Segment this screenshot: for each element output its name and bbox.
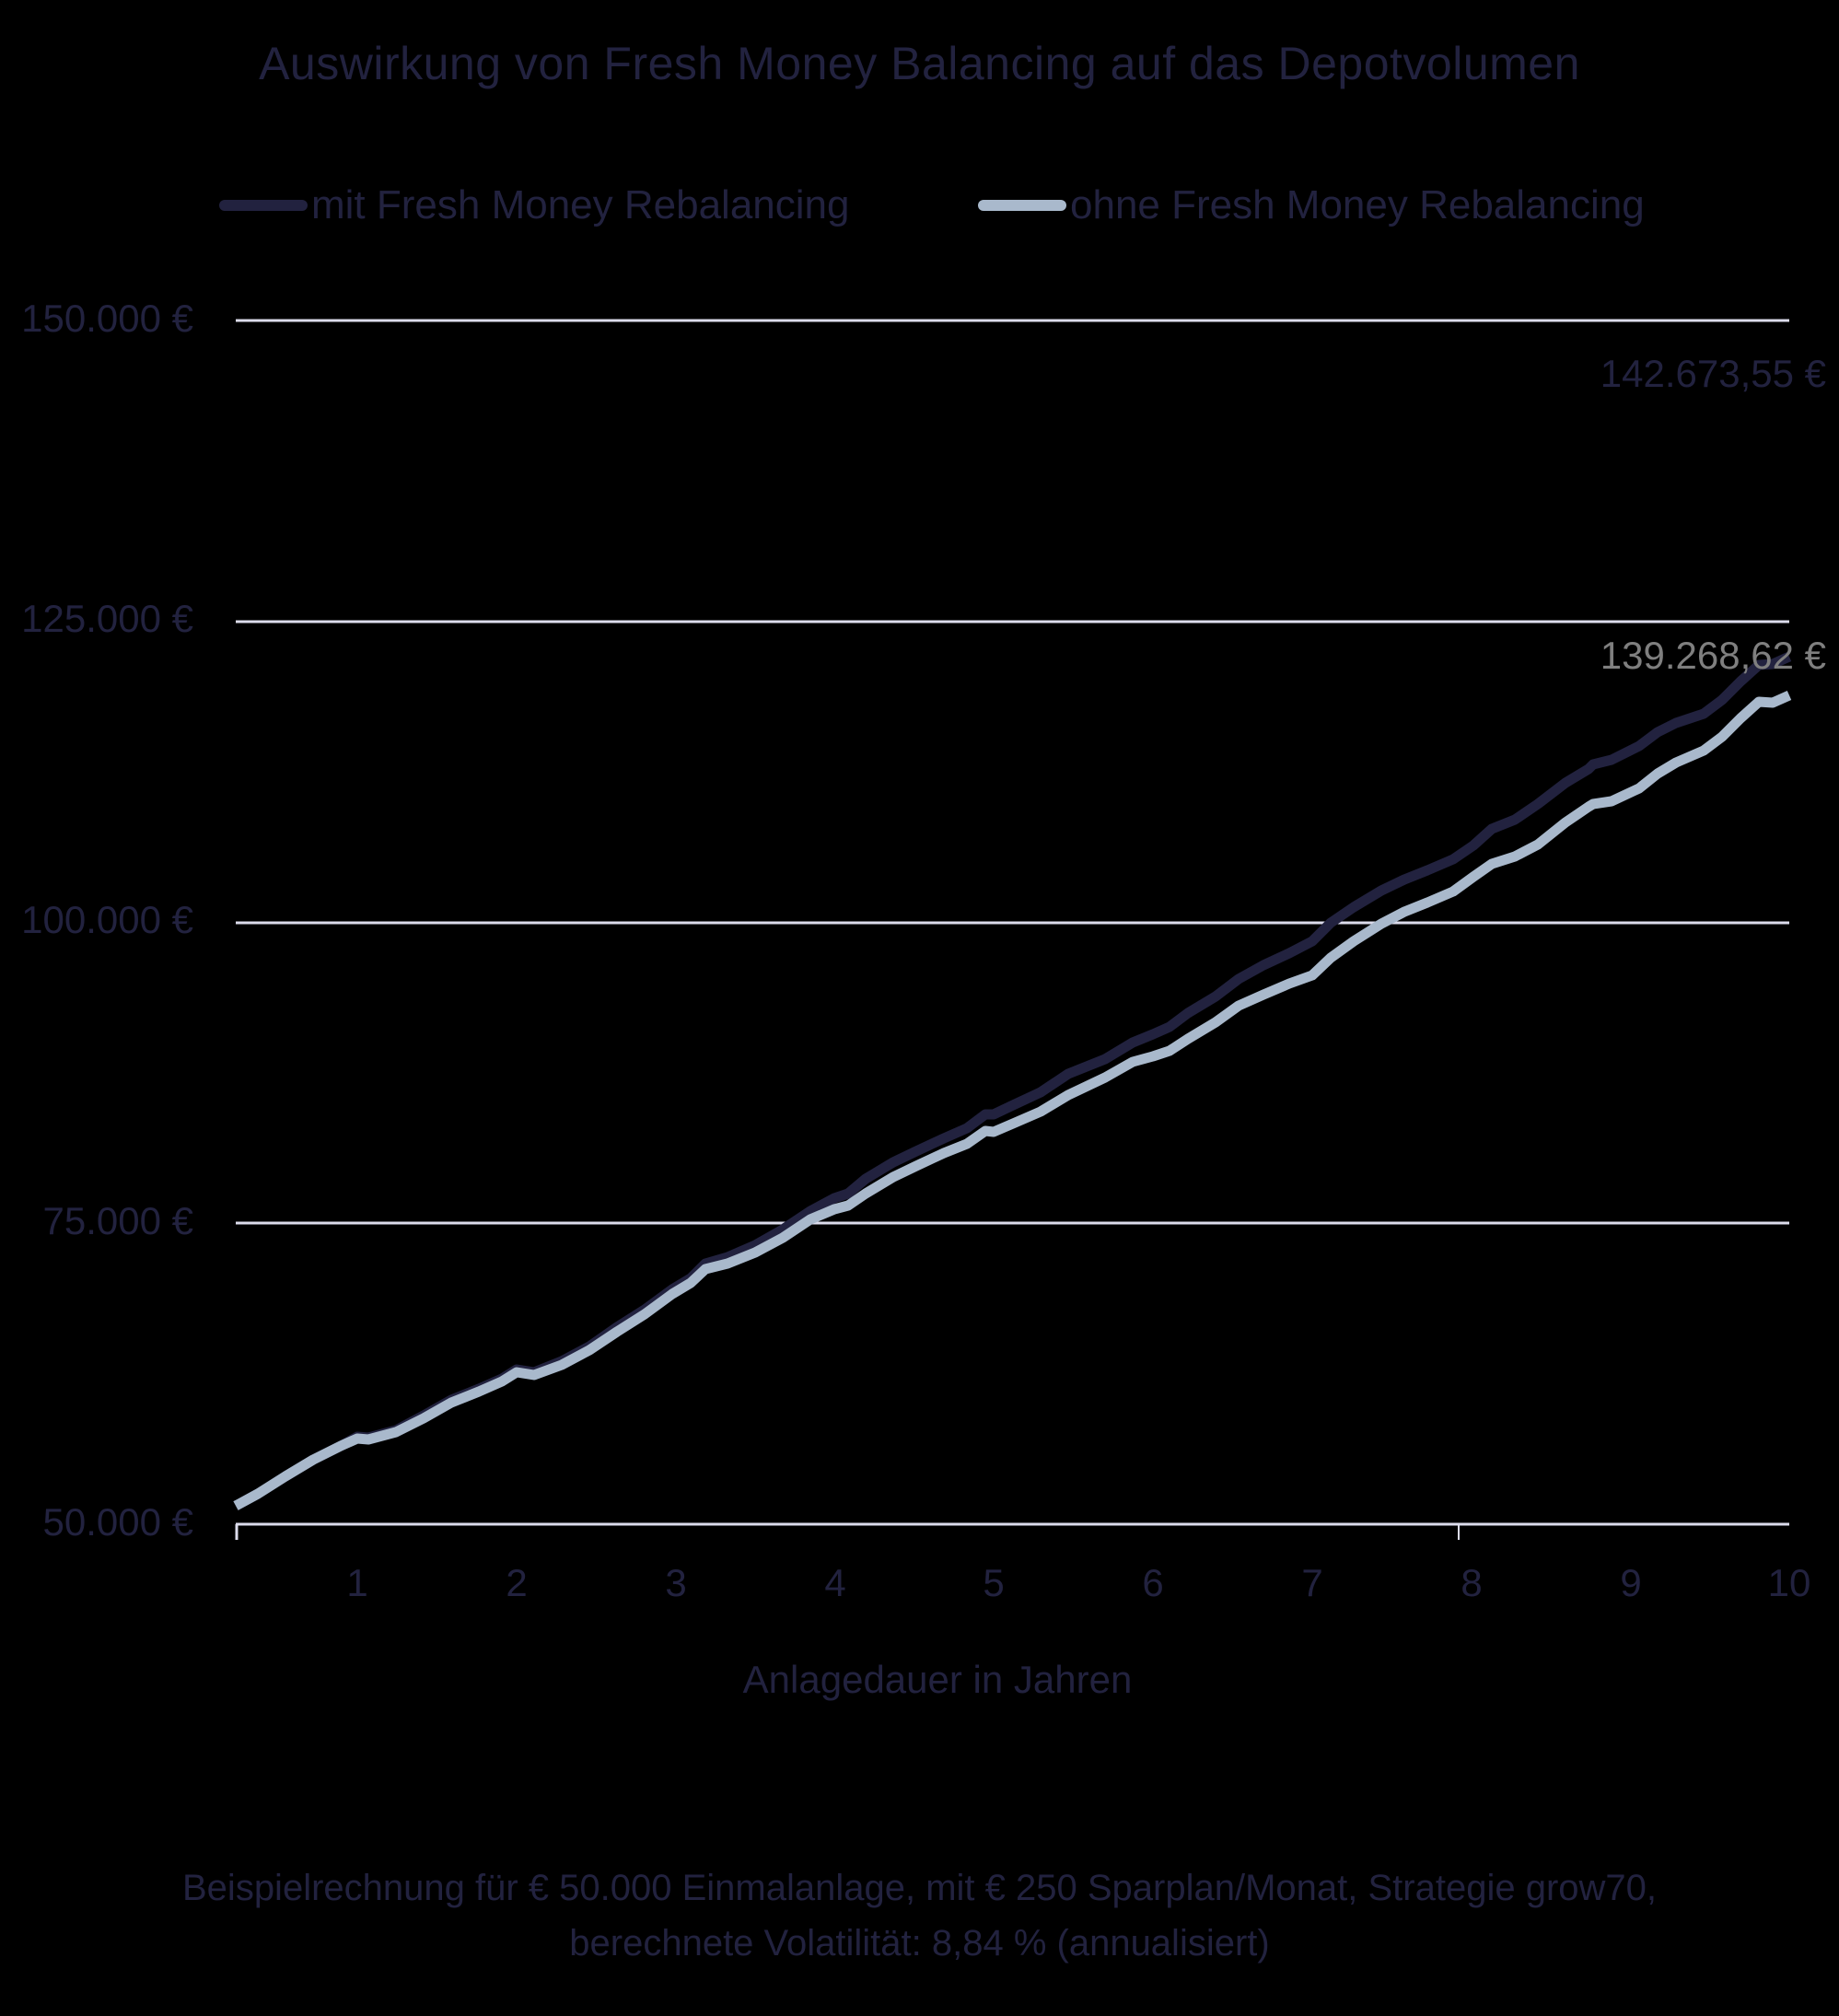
y-tick-label: 100.000 € [21, 898, 193, 941]
x-tick-label: 6 [1142, 1561, 1164, 1604]
footnote-line-2: berechnete Volatilität: 8,84 % (annualis… [569, 1923, 1270, 1964]
legend: mit Fresh Money Rebalancing ohne Fresh M… [0, 182, 1839, 238]
x-tick-label: 8 [1461, 1561, 1483, 1604]
y-tick-label: 50.000 € [42, 1500, 194, 1544]
x-tick-label: 1 [346, 1561, 368, 1604]
end-label-without: 139.268,62 € [1600, 634, 1826, 677]
legend-label-with: mit Fresh Money Rebalancing [311, 182, 850, 227]
x-tick-label: 4 [824, 1561, 846, 1604]
footnote: Beispielrechnung für € 50.000 Einmalanla… [0, 1860, 1839, 1971]
legend-item-without: ohne Fresh Money Rebalancing [978, 182, 1645, 228]
x-tick-label: 10 [1767, 1561, 1811, 1604]
legend-label-without: ohne Fresh Money Rebalancing [1070, 182, 1645, 227]
legend-item-with: mit Fresh Money Rebalancing [219, 182, 849, 228]
x-tick-label: 2 [506, 1561, 528, 1604]
series-line-with [233, 651, 1792, 1510]
chart-title: Auswirkung von Fresh Money Balancing auf… [259, 38, 1580, 89]
gridlines [235, 319, 1789, 1540]
legend-swatch-without [978, 200, 1066, 211]
series-line-without [233, 690, 1792, 1510]
y-tick-label: 150.000 € [21, 297, 193, 340]
y-tick-label: 75.000 € [42, 1199, 194, 1242]
x-axis-title: Anlagedauer in Jahren [742, 1658, 1133, 1701]
footnote-line-1: Beispielrechnung für € 50.000 Einmalanla… [182, 1868, 1657, 1908]
x-tick-label: 9 [1620, 1561, 1642, 1604]
end-label-with: 142.673,55 € [1600, 352, 1826, 395]
legend-swatch-with [219, 200, 308, 211]
x-tick-label: 7 [1301, 1561, 1323, 1604]
x-tick-label: 3 [665, 1561, 687, 1604]
y-tick-label: 125.000 € [21, 597, 193, 640]
x-tick-label: 5 [983, 1561, 1005, 1604]
